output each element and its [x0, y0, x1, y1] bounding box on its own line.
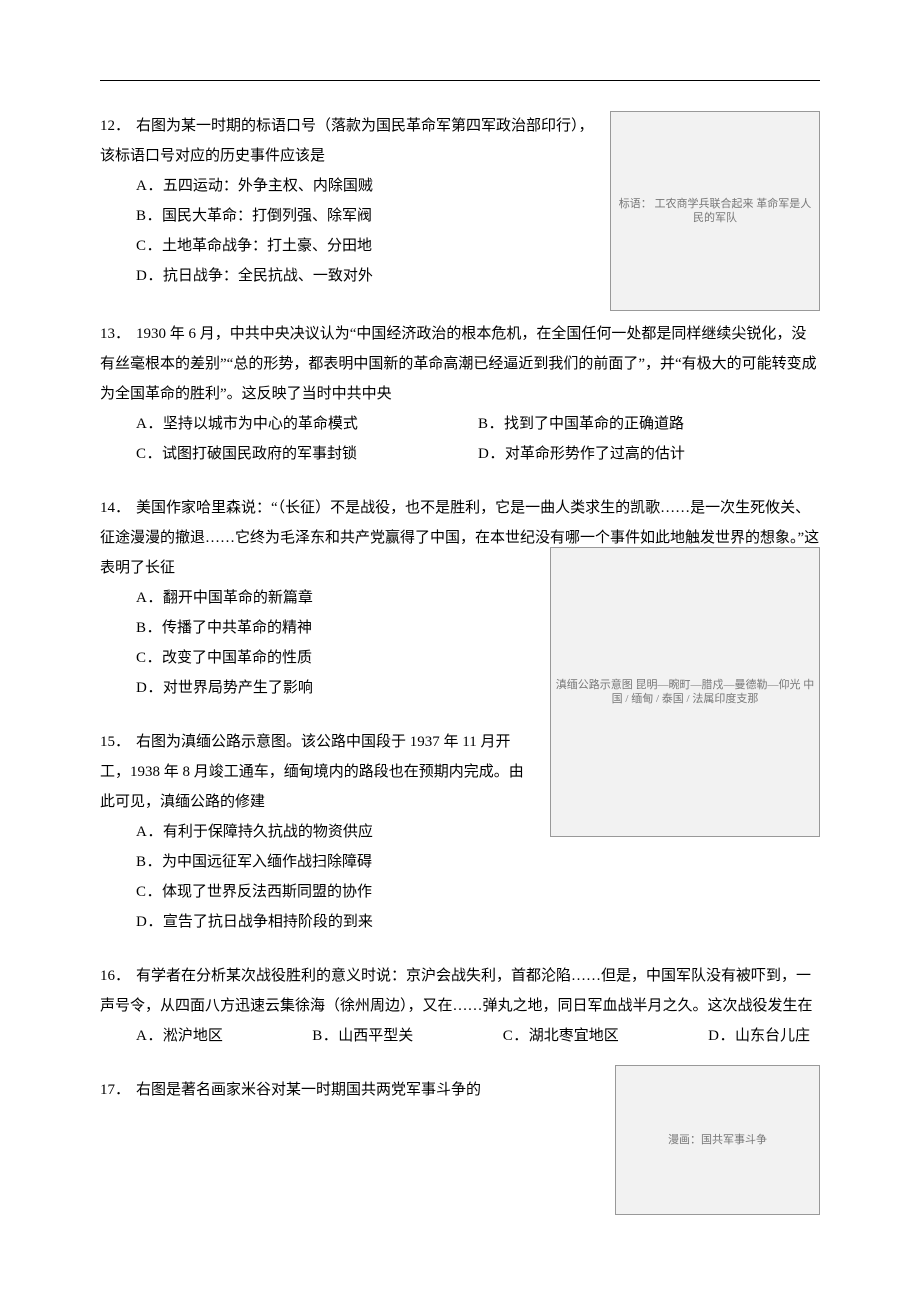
option-letter: B． [312, 1028, 338, 1044]
question-stem-text: 右图为滇缅公路示意图。该公路中国段于 1937 年 11 月开工，1938 年 … [100, 734, 524, 810]
option-letter: B． [478, 416, 504, 432]
option-text: 体现了世界反法西斯同盟的协作 [162, 884, 372, 900]
top-rule [100, 80, 820, 81]
option-letter: A． [136, 178, 163, 194]
option-text: 翻开中国革命的新篇章 [163, 590, 313, 606]
option-text: 坚持以城市为中心的革命模式 [163, 416, 358, 432]
option-text: 山西平型关 [338, 1028, 413, 1044]
option-text: 找到了中国革命的正确道路 [504, 416, 684, 432]
option: D．宣告了抗日战争相持阶段的到来 [136, 907, 820, 937]
options: A．坚持以城市为中心的革命模式B．找到了中国革命的正确道路C．试图打破国民政府的… [100, 409, 820, 469]
question: 标语： 工农商学兵联合起来 革命军是人民的军队12．右图为某一时期的标语口号（落… [100, 111, 820, 291]
option-text: 对革命形势作了过高的估计 [505, 446, 685, 462]
option-letter: D． [478, 446, 505, 462]
option: B．山西平型关 [312, 1021, 413, 1051]
option-letter: A． [136, 824, 163, 840]
option: A．坚持以城市为中心的革命模式 [136, 409, 478, 439]
option-text: 湖北枣宜地区 [529, 1028, 619, 1044]
option-letter: D． [708, 1028, 735, 1044]
figure: 漫画：国共军事斗争 [615, 1065, 820, 1215]
option-text: 山东台儿庄 [735, 1028, 810, 1044]
question: 滇缅公路示意图 昆明—畹町—腊戍—曼德勒—仰光 中国 / 缅甸 / 泰国 / 法… [100, 727, 820, 937]
question-stem-text: 右图为某一时期的标语口号（落款为国民革命军第四军政治部印行），该标语口号对应的历… [100, 118, 594, 164]
figure: 标语： 工农商学兵联合起来 革命军是人民的军队 [610, 111, 820, 311]
question: 漫画：国共军事斗争17．右图是著名画家米谷对某一时期国共两党军事斗争的 [100, 1075, 820, 1105]
question-number: 15． [100, 727, 136, 757]
option-letter: C． [136, 238, 162, 254]
question-stem-text: 有学者在分析某次战役胜利的意义时说：京沪会战失利，首都沦陷……但是，中国军队没有… [100, 968, 813, 1014]
option-letter: A． [136, 1028, 163, 1044]
question-number: 13． [100, 319, 136, 349]
option-text: 抗日战争：全民抗战、一致对外 [163, 268, 373, 284]
option: B．找到了中国革命的正确道路 [478, 409, 820, 439]
option-text: 有利于保障持久抗战的物资供应 [163, 824, 373, 840]
option: C．湖北枣宜地区 [503, 1021, 619, 1051]
option: B．为中国远征军入缅作战扫除障碍 [136, 847, 820, 877]
option-letter: C． [136, 884, 162, 900]
option: C．体现了世界反法西斯同盟的协作 [136, 877, 820, 907]
option-text: 试图打破国民政府的军事封锁 [162, 446, 357, 462]
question-number: 12． [100, 111, 136, 141]
option-letter: A． [136, 416, 163, 432]
question: 16．有学者在分析某次战役胜利的意义时说：京沪会战失利，首都沦陷……但是，中国军… [100, 961, 820, 1051]
question-stem: 16．有学者在分析某次战役胜利的意义时说：京沪会战失利，首都沦陷……但是，中国军… [100, 961, 820, 1021]
option-letter: A． [136, 590, 163, 606]
question-number: 16． [100, 961, 136, 991]
option-letter: B． [136, 854, 162, 870]
question: 13．1930 年 6 月，中共中央决议认为“中国经济政治的根本危机，在全国任何… [100, 319, 820, 469]
option-text: 传播了中共革命的精神 [162, 620, 312, 636]
option: C．试图打破国民政府的军事封锁 [136, 439, 478, 469]
question-number: 14． [100, 493, 136, 523]
option-letter: B． [136, 620, 162, 636]
option: D．对革命形势作了过高的估计 [478, 439, 820, 469]
option-text: 淞沪地区 [163, 1028, 223, 1044]
figure: 滇缅公路示意图 昆明—畹町—腊戍—曼德勒—仰光 中国 / 缅甸 / 泰国 / 法… [550, 547, 820, 837]
options: A．淞沪地区 B．山西平型关 C．湖北枣宜地区 D．山东台儿庄 [100, 1021, 820, 1051]
option: A．淞沪地区 [136, 1021, 223, 1051]
option-letter: C． [136, 650, 162, 666]
option-letter: D． [136, 914, 163, 930]
option-text: 五四运动：外争主权、内除国贼 [163, 178, 373, 194]
question-stem-text: 1930 年 6 月，中共中央决议认为“中国经济政治的根本危机，在全国任何一处都… [100, 326, 817, 402]
option-text: 宣告了抗日战争相持阶段的到来 [163, 914, 373, 930]
option-text: 改变了中国革命的性质 [162, 650, 312, 666]
question-number: 17． [100, 1075, 136, 1105]
question-stem-text: 右图是著名画家米谷对某一时期国共两党军事斗争的 [136, 1082, 481, 1098]
option-text: 国民大革命：打倒列强、除军阀 [162, 208, 372, 224]
option-letter: B． [136, 208, 162, 224]
option-text: 土地革命战争：打土豪、分田地 [162, 238, 372, 254]
option-letter: C． [503, 1028, 529, 1044]
option-letter: D． [136, 268, 163, 284]
option-text: 对世界局势产生了影响 [163, 680, 313, 696]
option-letter: D． [136, 680, 163, 696]
question-stem: 13．1930 年 6 月，中共中央决议认为“中国经济政治的根本危机，在全国任何… [100, 319, 820, 409]
option: D．山东台儿庄 [708, 1021, 810, 1051]
option-text: 为中国远征军入缅作战扫除障碍 [162, 854, 372, 870]
option-letter: C． [136, 446, 162, 462]
exam-content: 标语： 工农商学兵联合起来 革命军是人民的军队 12．右图为某一时期的标语口号（落… [100, 111, 820, 1105]
